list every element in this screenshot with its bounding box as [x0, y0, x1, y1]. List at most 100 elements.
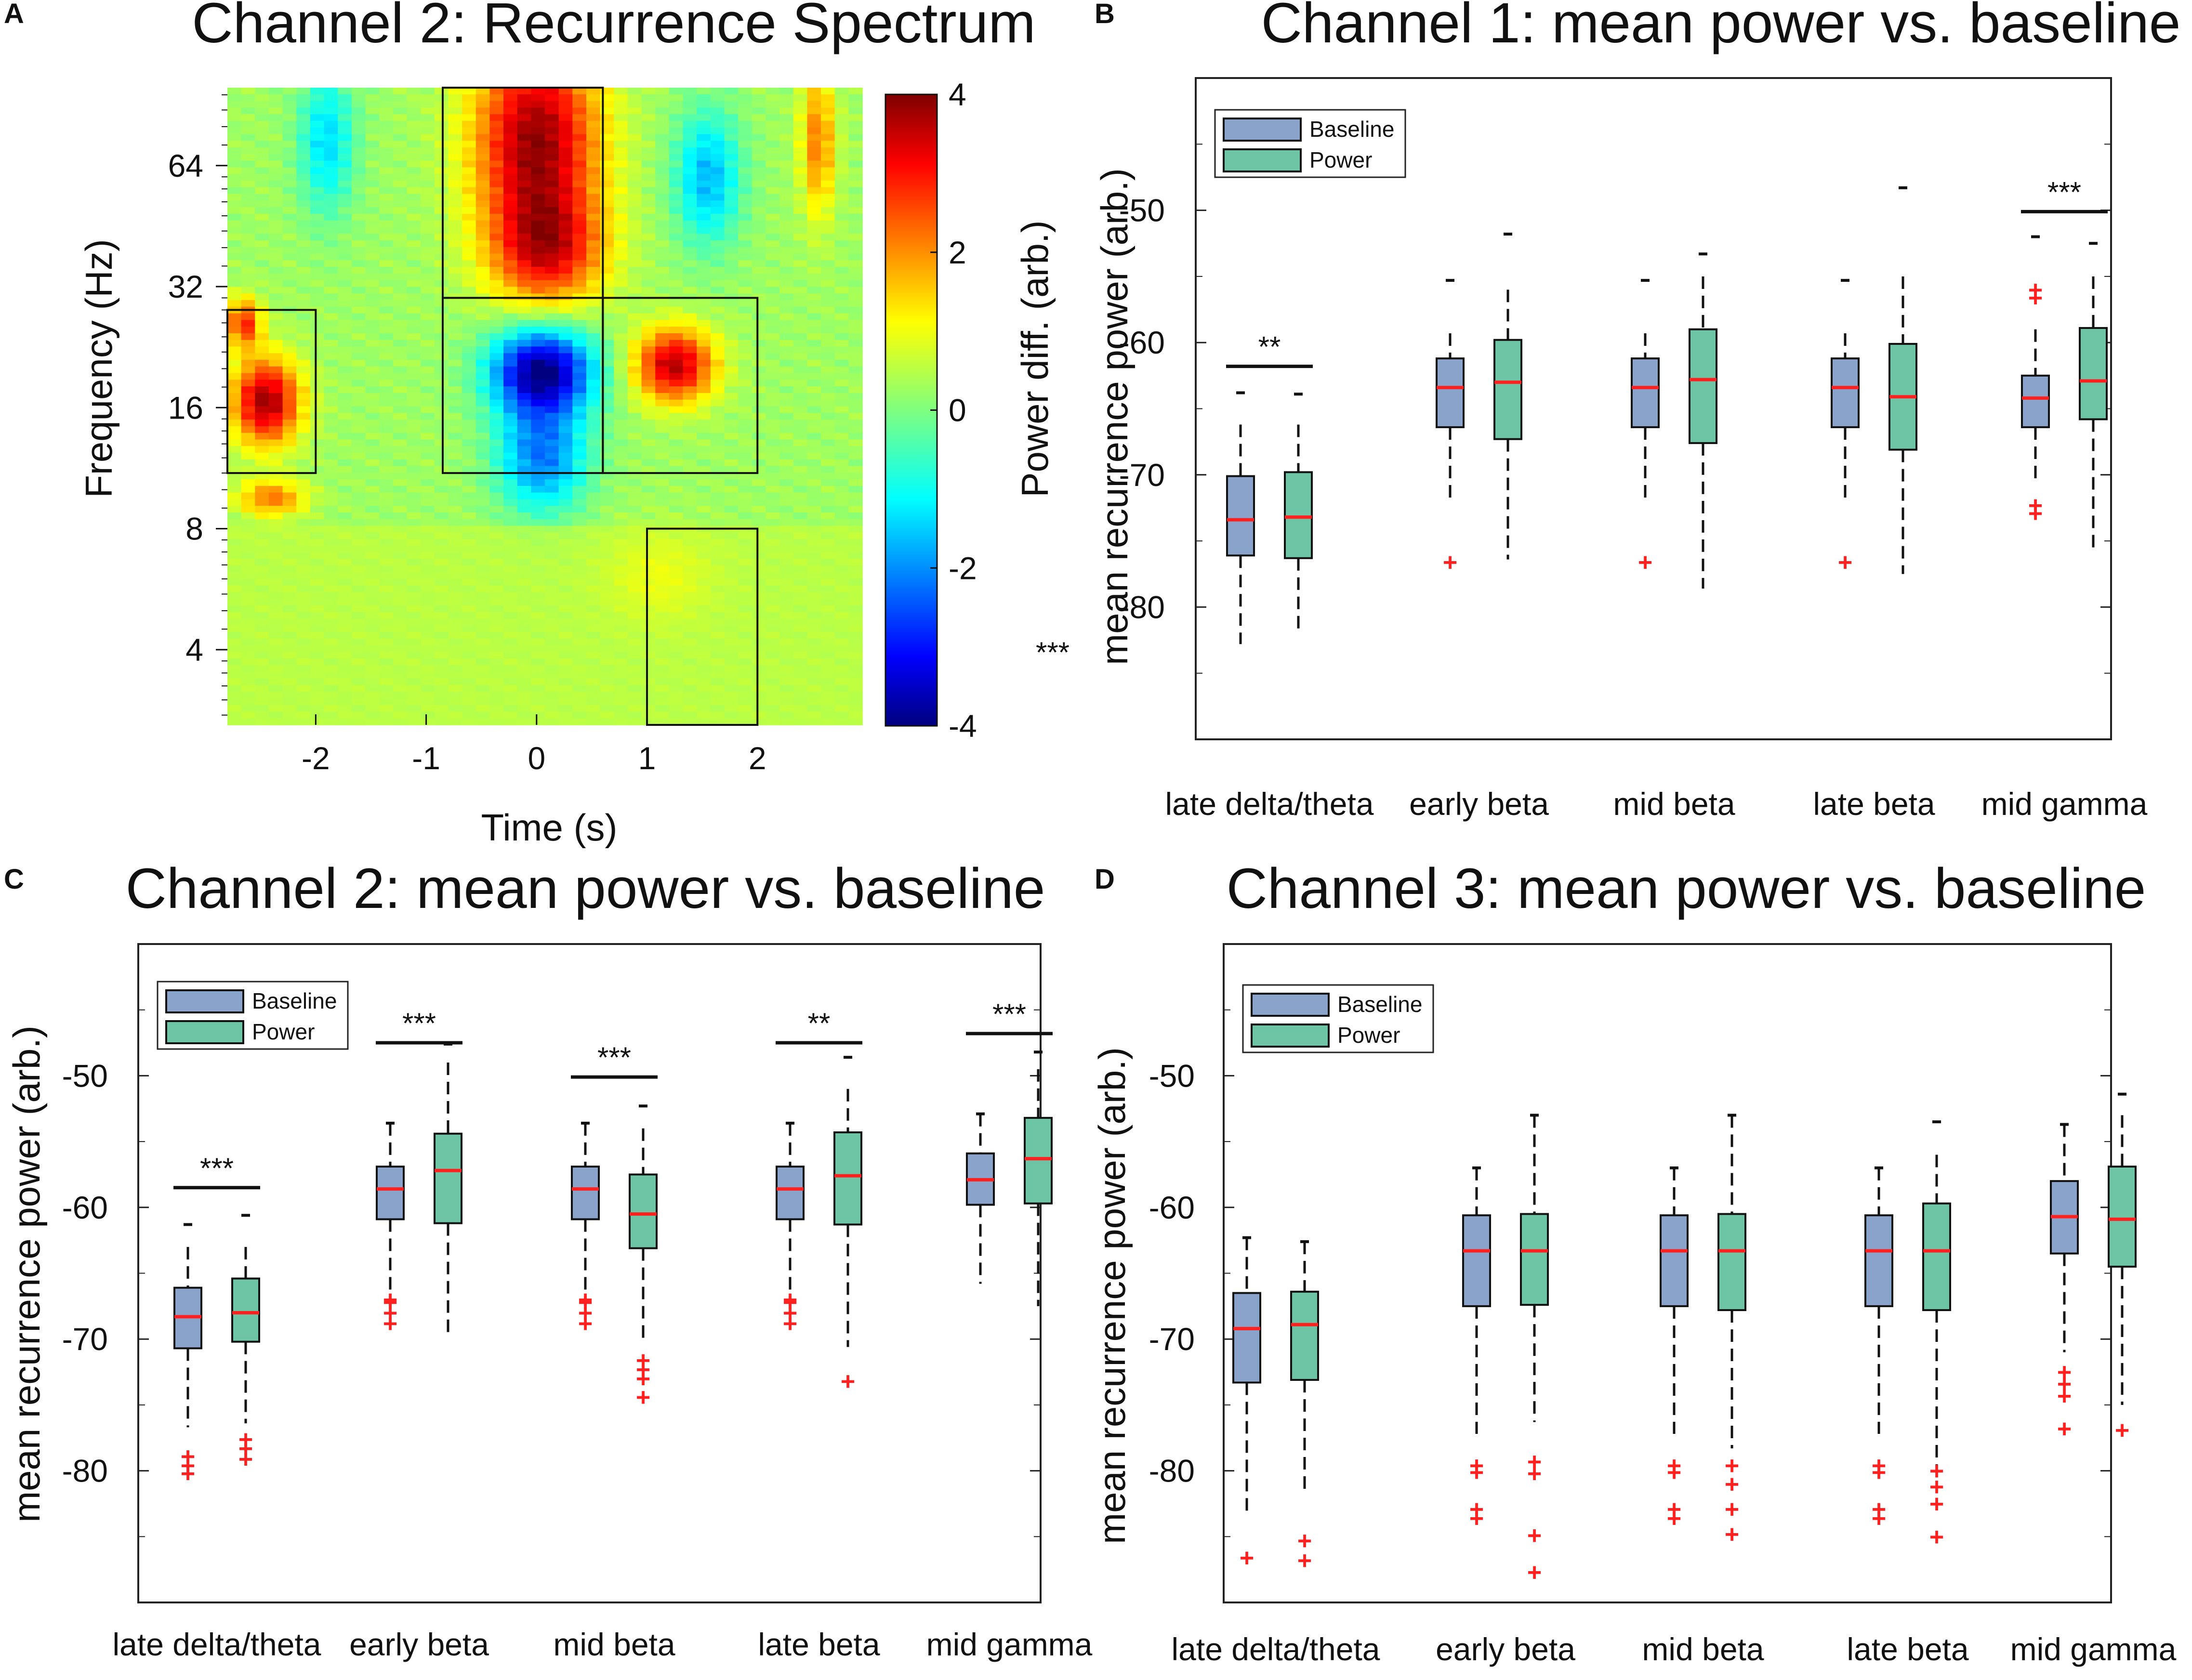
- heatmap-cell: [351, 240, 366, 248]
- heatmap-cell: [766, 585, 780, 593]
- heatmap-cell: [848, 293, 863, 301]
- heatmap-cell: [503, 320, 518, 327]
- heatmap-cell: [545, 559, 559, 566]
- heatmap-cell: [407, 134, 421, 142]
- heatmap-cell: [738, 446, 753, 453]
- heatmap-cell: [641, 499, 656, 507]
- heatmap-cell: [489, 439, 504, 446]
- heatmap-cell: [614, 446, 628, 453]
- heatmap-cell: [241, 147, 256, 155]
- heatmap-cell: [296, 452, 311, 460]
- heatmap-cell: [351, 406, 366, 414]
- heatmap-cell: [531, 280, 545, 288]
- heatmap-cell: [268, 247, 283, 254]
- heatmap-cell: [627, 240, 642, 248]
- heatmap-cell: [834, 678, 849, 686]
- heatmap-cell: [503, 127, 518, 135]
- heatmap-cell: [475, 711, 490, 719]
- heatmap-cell: [351, 479, 366, 486]
- heatmap-cell: [586, 200, 601, 208]
- heatmap-cell: [393, 665, 408, 672]
- heatmap-cell: [669, 353, 684, 360]
- heatmap-cell: [793, 532, 808, 539]
- heatmap-cell: [489, 227, 504, 234]
- heatmap-cell: [779, 632, 794, 639]
- heatmap-cell: [697, 499, 711, 507]
- heatmap-cell: [241, 107, 256, 115]
- heatmap-cell: [241, 499, 256, 507]
- heatmap-cell: [558, 698, 573, 706]
- heatmap-cell: [655, 658, 670, 666]
- heatmap-cell: [421, 585, 435, 593]
- heatmap-cell: [393, 174, 408, 181]
- heatmap-cell: [379, 380, 394, 387]
- heatmap-cell: [434, 399, 449, 407]
- heatmap-cell: [641, 94, 656, 102]
- heatmap-cell: [614, 711, 628, 719]
- heatmap-cell: [752, 154, 766, 161]
- heatmap-cell: [586, 512, 601, 520]
- heatmap-cell: [324, 167, 339, 174]
- heatmap-cell: [766, 101, 780, 108]
- panel-b-boxplot: Channel 1: mean power vs. baseline mean …: [1093, 0, 2180, 822]
- heatmap-cell: [296, 107, 311, 115]
- heatmap-cell: [793, 180, 808, 188]
- outlier-marker: +: [1469, 1496, 1484, 1523]
- heatmap-cell: [448, 572, 462, 579]
- heatmap-cell: [724, 512, 739, 520]
- heatmap-cell: [227, 592, 242, 599]
- heatmap-cell: [310, 426, 325, 433]
- heatmap-cell: [448, 340, 462, 347]
- heatmap-cell: [448, 380, 462, 387]
- heatmap-cell: [848, 459, 863, 467]
- heatmap-cell: [641, 599, 656, 606]
- heatmap-cell: [738, 658, 753, 666]
- heatmap-cell: [393, 585, 408, 593]
- heatmap-cell: [531, 260, 545, 267]
- heatmap-cell: [503, 539, 518, 546]
- heatmap-cell: [572, 572, 587, 579]
- heatmap-cell: [351, 692, 366, 699]
- heatmap-cell: [351, 154, 366, 161]
- heatmap-cell: [351, 88, 366, 95]
- heatmap-cell: [697, 174, 711, 181]
- heatmap-cell: [848, 466, 863, 473]
- heatmap-cell: [338, 240, 352, 248]
- heatmap-cell: [710, 386, 725, 394]
- heatmap-cell: [848, 267, 863, 274]
- heatmap-cell: [407, 114, 421, 121]
- heatmap-cell: [669, 200, 684, 208]
- heatmap-cell: [531, 167, 545, 174]
- region-box: [646, 527, 759, 726]
- heatmap-cell: [421, 499, 435, 507]
- heatmap-cell: [545, 426, 559, 433]
- heatmap-cell: [586, 154, 601, 161]
- heatmap-cell: [848, 346, 863, 354]
- heatmap-cell: [407, 360, 421, 367]
- heatmap-cell: [683, 327, 697, 334]
- heatmap-cell: [365, 545, 380, 553]
- heatmap-cell: [517, 592, 532, 599]
- heatmap-cell: [255, 446, 269, 453]
- heatmap-cell: [779, 545, 794, 553]
- heatmap-cell: [641, 439, 656, 446]
- heatmap-cell: [834, 267, 849, 274]
- heatmap-cell: [724, 711, 739, 719]
- heatmap-cell: [669, 439, 684, 446]
- heatmap-cell: [448, 711, 462, 719]
- heatmap-cell: [738, 406, 753, 414]
- heatmap-cell: [351, 260, 366, 267]
- heatmap-cell: [255, 134, 269, 142]
- heatmap-cell: [752, 638, 766, 646]
- heatmap-cell: [462, 220, 476, 228]
- heatmap-cell: [282, 386, 297, 394]
- heatmap-cell: [282, 678, 297, 686]
- heatmap-cell: [834, 141, 849, 148]
- heatmap-cell: [255, 578, 269, 586]
- heatmap-cell: [834, 645, 849, 653]
- heatmap-cell: [779, 698, 794, 706]
- heatmap-cell: [793, 578, 808, 586]
- heatmap-cell: [310, 399, 325, 407]
- heatmap-cell: [655, 472, 670, 480]
- heatmap-cell: [724, 313, 739, 321]
